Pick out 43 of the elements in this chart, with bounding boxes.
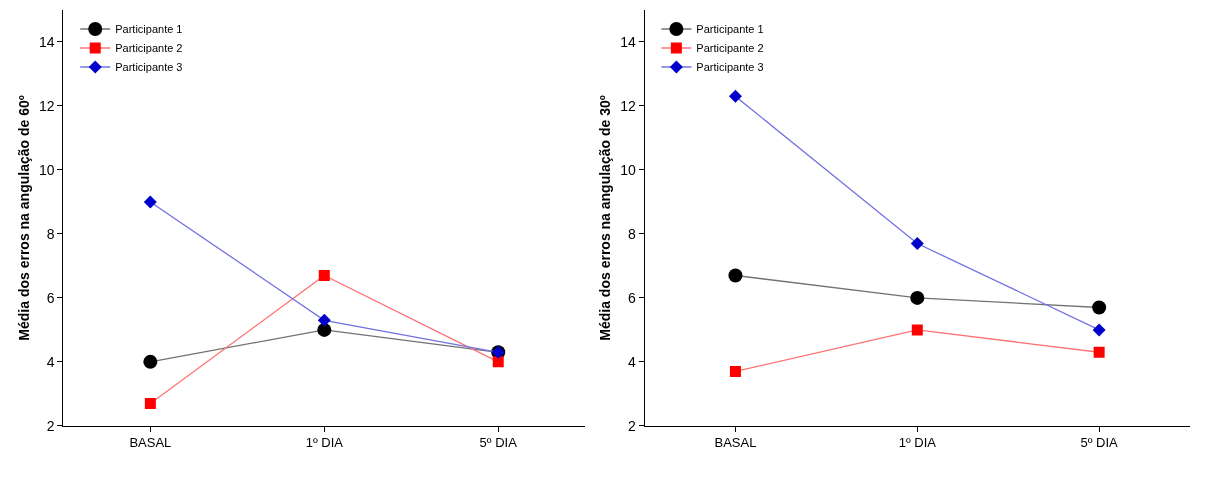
- x-tick-label: BASAL: [714, 435, 757, 451]
- point: [728, 89, 742, 103]
- x-tick-label: 1º DIA: [305, 435, 344, 451]
- x-tick-label: 5º DIA: [479, 435, 518, 451]
- y-tick-label: 2: [46, 417, 55, 434]
- x-tick-label: 1º DIA: [898, 435, 937, 451]
- y-tick-label: 6: [627, 289, 636, 306]
- y-tick-label: 4: [627, 353, 636, 370]
- point: [910, 237, 924, 251]
- y-tick-label: 8: [46, 225, 55, 242]
- y-tick-label: 8: [627, 225, 636, 242]
- point: [728, 268, 743, 283]
- point: [911, 324, 923, 336]
- point: [317, 313, 331, 327]
- point: [1092, 323, 1106, 337]
- point: [910, 290, 925, 305]
- x-tick-label: 5º DIA: [1080, 435, 1119, 451]
- y-tick-label: 12: [620, 97, 636, 114]
- y-axis-title: Média dos erros na angulação de 30º: [596, 95, 613, 341]
- y-tick-label: 14: [38, 33, 55, 50]
- point: [1092, 300, 1107, 315]
- legend-label: Participante 1: [115, 23, 183, 36]
- legend-label: Participante 3: [696, 61, 764, 74]
- y-tick-label: 10: [38, 161, 55, 178]
- legend-label: Participante 1: [696, 23, 764, 36]
- legend-label: Participante 2: [115, 42, 183, 55]
- point: [318, 270, 330, 281]
- y-tick-label: 14: [620, 33, 636, 50]
- legend-label: Participante 3: [115, 61, 183, 74]
- y-tick-label: 10: [620, 161, 636, 178]
- legend-label: Participante 2: [696, 42, 764, 55]
- y-tick-label: 4: [46, 353, 55, 370]
- y-tick-label: 12: [38, 97, 55, 114]
- point: [729, 365, 741, 377]
- point: [492, 356, 504, 368]
- point: [1093, 346, 1105, 358]
- y-tick-label: 2: [627, 417, 636, 434]
- point: [144, 397, 156, 409]
- y-tick-label: 6: [46, 289, 55, 306]
- point: [143, 354, 158, 369]
- y-axis-title: Média dos erros na angulação de 60º: [15, 95, 32, 341]
- point: [143, 195, 157, 209]
- x-tick-label: BASAL: [129, 435, 172, 451]
